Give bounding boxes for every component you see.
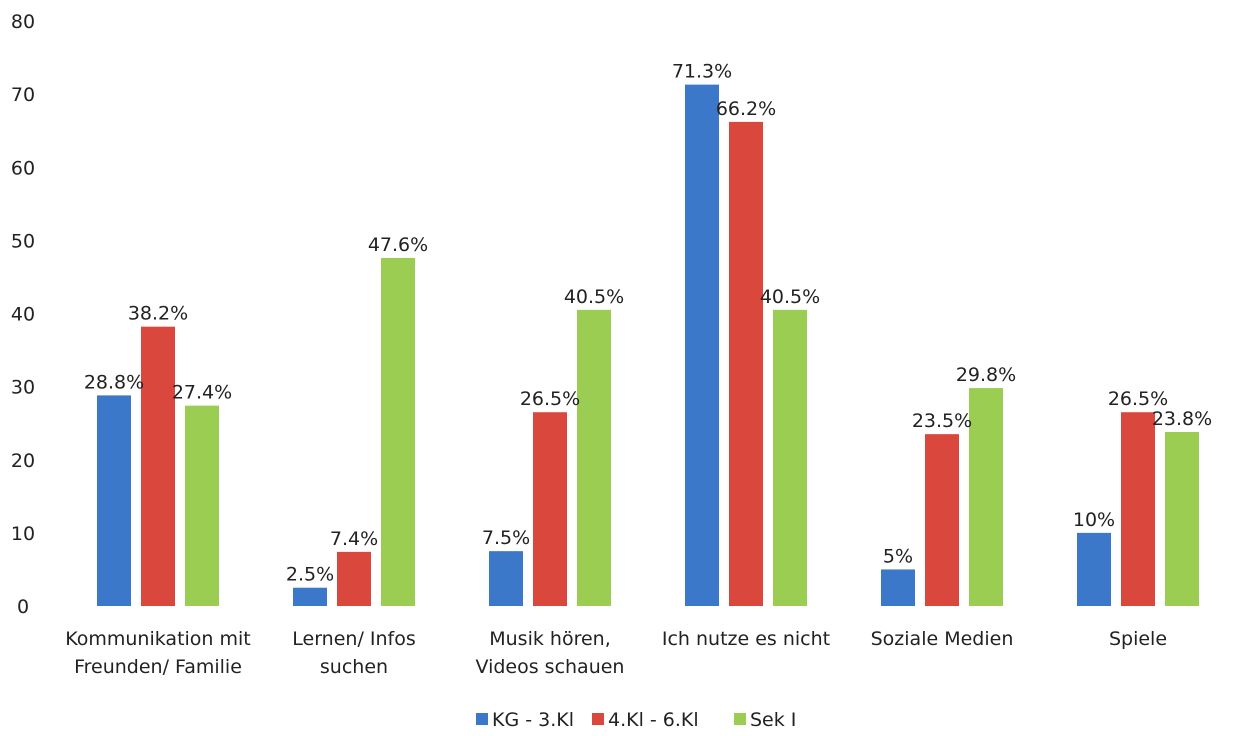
bar (97, 395, 131, 606)
data-label: 28.8% (84, 371, 144, 393)
data-label: 7.4% (330, 528, 378, 550)
bars (97, 84, 1199, 606)
y-tick-label: 10 (11, 523, 35, 545)
data-label: 23.5% (912, 410, 972, 432)
y-tick-label: 0 (17, 596, 29, 618)
legend-swatch (592, 713, 604, 725)
y-tick-label: 40 (11, 304, 35, 326)
bar (141, 326, 175, 606)
x-category-label: Freunden/ Familie (74, 656, 242, 678)
data-label: 29.8% (956, 364, 1016, 386)
x-category-label: Videos schauen (476, 656, 625, 678)
y-axis: 0 10 20 30 40 50 60 70 80 (11, 11, 35, 618)
bar (729, 121, 763, 606)
data-label: 10% (1073, 509, 1115, 531)
data-label: 26.5% (1108, 388, 1168, 410)
data-label: 2.5% (286, 564, 334, 586)
legend-label: Sek I (750, 709, 796, 731)
bar (969, 388, 1003, 606)
bar (381, 257, 415, 606)
bar (577, 309, 611, 606)
bar (337, 551, 371, 606)
data-label: 27.4% (172, 382, 232, 404)
x-category-label: Soziale Medien (871, 628, 1014, 650)
y-tick-label: 50 (11, 230, 35, 252)
legend-label: KG - 3.Kl (492, 709, 574, 731)
x-category-label: Kommunikation mit (65, 628, 251, 650)
x-axis: Kommunikation mit Freunden/ Familie Lernen… (65, 628, 1167, 678)
y-tick-label: 70 (11, 84, 35, 106)
bar (881, 569, 915, 606)
data-labels: 28.8% 38.2% 27.4% 2.5% 7.4% 47.6% 7.5% 26.5% 40.… (84, 61, 1212, 586)
data-label: 7.5% (482, 527, 530, 549)
data-label: 38.2% (128, 303, 188, 325)
bar (533, 412, 567, 606)
bar (489, 551, 523, 606)
data-label: 66.2% (716, 98, 776, 120)
bar (293, 587, 327, 606)
data-label: 5% (883, 545, 913, 567)
x-category-label: Spiele (1109, 628, 1167, 650)
x-category-label: suchen (320, 656, 388, 678)
data-label: 40.5% (760, 286, 820, 308)
legend-swatch (476, 713, 488, 725)
x-category-label: Lernen/ Infos (292, 628, 416, 650)
bar (685, 84, 719, 606)
data-label: 26.5% (520, 388, 580, 410)
y-tick-label: 60 (11, 157, 35, 179)
x-category-label: Ich nutze es nicht (662, 628, 830, 650)
legend-label: 4.Kl - 6.Kl (608, 709, 699, 731)
data-label: 71.3% (672, 61, 732, 83)
bar (185, 405, 219, 606)
bar (1165, 431, 1199, 606)
legend-swatch (734, 713, 746, 725)
data-label: 23.8% (1152, 408, 1212, 430)
y-tick-label: 80 (11, 11, 35, 33)
y-tick-label: 30 (11, 377, 35, 399)
bar (925, 434, 959, 606)
x-category-label: Musik hören, (489, 628, 611, 650)
bar (773, 309, 807, 606)
bar (1077, 532, 1111, 606)
y-tick-label: 20 (11, 450, 35, 472)
data-label: 40.5% (564, 286, 624, 308)
bar (1121, 412, 1155, 606)
data-label: 47.6% (368, 234, 428, 256)
legend: KG - 3.Kl 4.Kl - 6.Kl Sek I (476, 709, 796, 731)
